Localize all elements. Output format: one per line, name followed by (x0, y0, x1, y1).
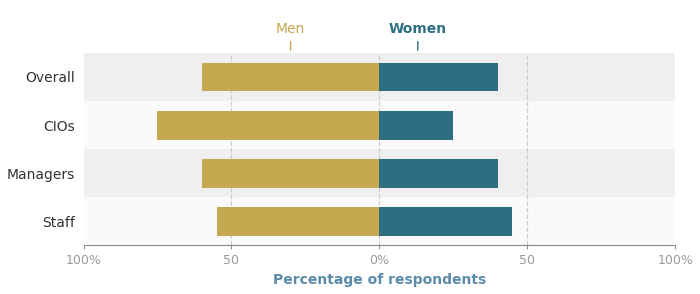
Bar (379, 111, 454, 140)
Text: Men: Men (276, 22, 305, 50)
Bar (216, 207, 379, 236)
Bar (83, 197, 675, 245)
Bar (379, 207, 512, 236)
Text: Women: Women (389, 22, 447, 50)
Bar (202, 159, 379, 188)
X-axis label: Percentage of respondents: Percentage of respondents (273, 273, 486, 287)
Bar (202, 63, 379, 91)
Bar (379, 63, 498, 91)
Bar (83, 101, 675, 149)
Bar (379, 159, 498, 188)
Bar (158, 111, 379, 140)
